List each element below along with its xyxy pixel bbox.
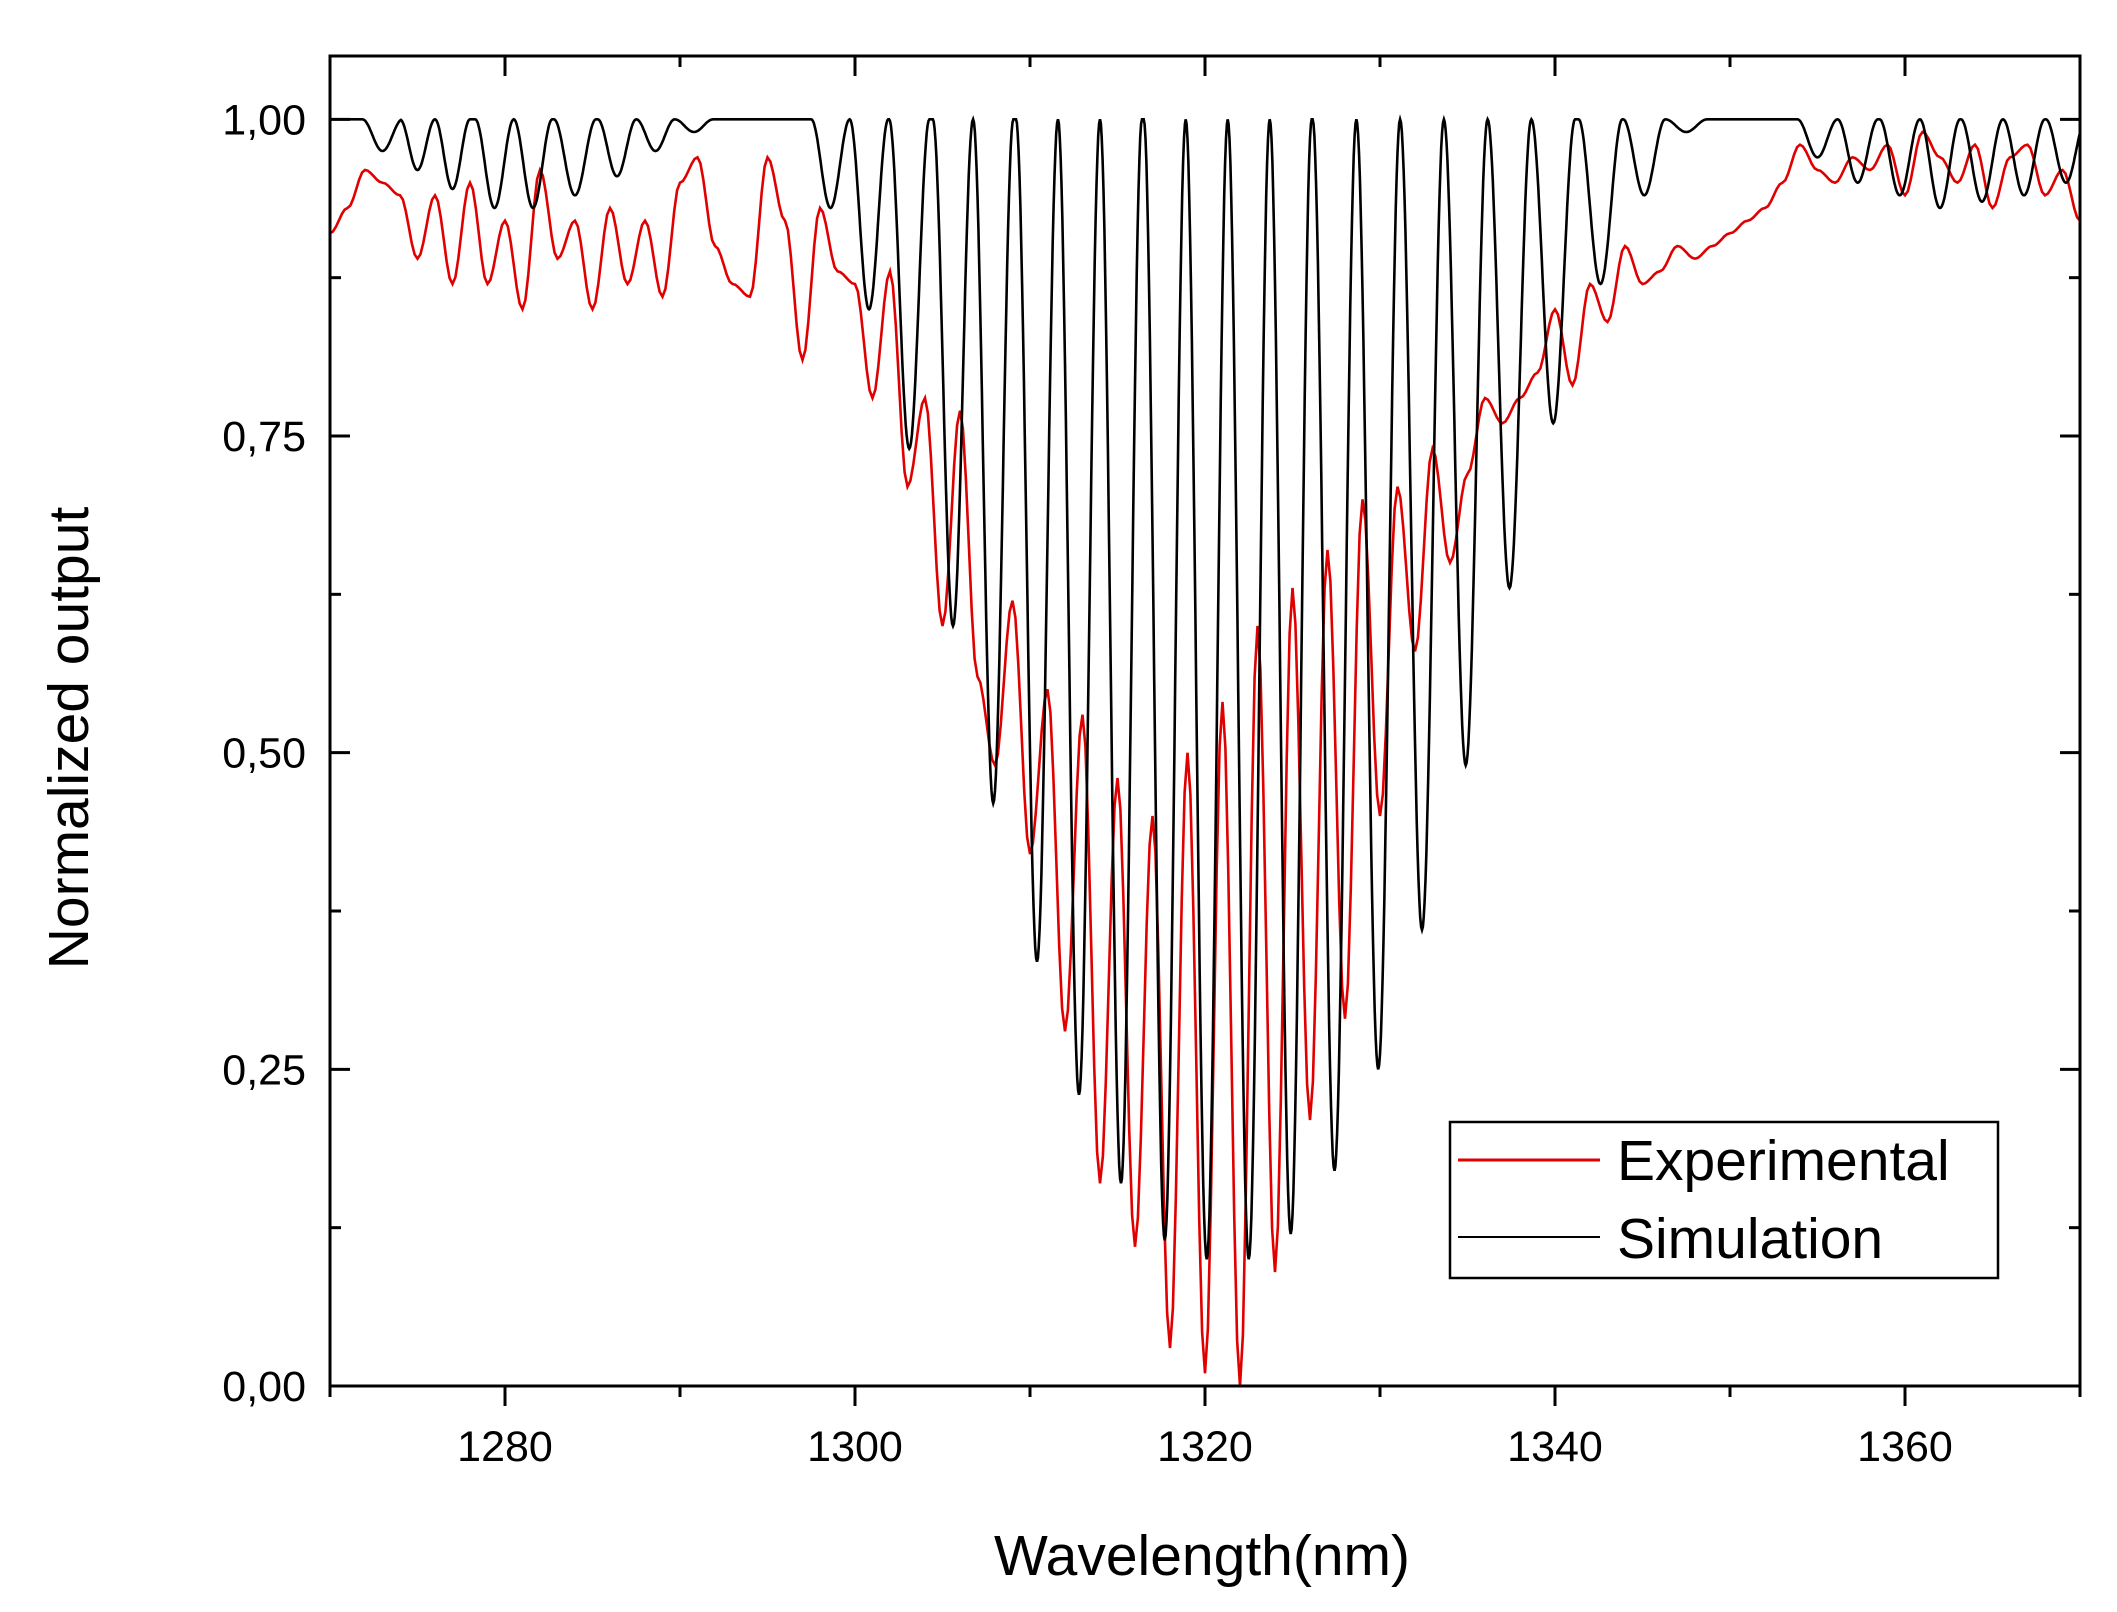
legend-label-experimental: Experimental: [1617, 1129, 1950, 1193]
x-tick-label: 1280: [457, 1423, 553, 1471]
axis-ticks: [328, 56, 2082, 1406]
series-line-simulation: [330, 114, 2082, 1260]
series-layer: [329, 114, 2082, 1387]
x-tick-label: 1340: [1507, 1423, 1603, 1471]
plot-frame: [328, 54, 2082, 1388]
x-tick-label: 1360: [1857, 1423, 1953, 1471]
y-tick-label: 0,25: [222, 1046, 306, 1094]
series-line-experimental: [329, 130, 2081, 1387]
y-tick-label: 0,75: [222, 413, 306, 461]
tick-labels: 0,00 0,25 0,50 0,75 1,00 1280 1300 1320 1340 1360: [222, 96, 1953, 1471]
y-axis-title: Normalized output: [37, 507, 101, 970]
y-tick-label: 1,00: [222, 96, 306, 144]
x-axis-title: Wavelength(nm): [994, 1524, 1410, 1588]
legend-label-simulation: Simulation: [1617, 1207, 1883, 1271]
x-tick-label: 1300: [807, 1423, 903, 1471]
legend: Experimental Simulation: [1448, 1120, 2000, 1280]
y-tick-label: 0,50: [222, 730, 306, 778]
x-tick-label: 1320: [1157, 1423, 1253, 1471]
y-tick-label: 0,00: [222, 1363, 306, 1411]
legend-box: [1448, 1120, 2000, 1280]
